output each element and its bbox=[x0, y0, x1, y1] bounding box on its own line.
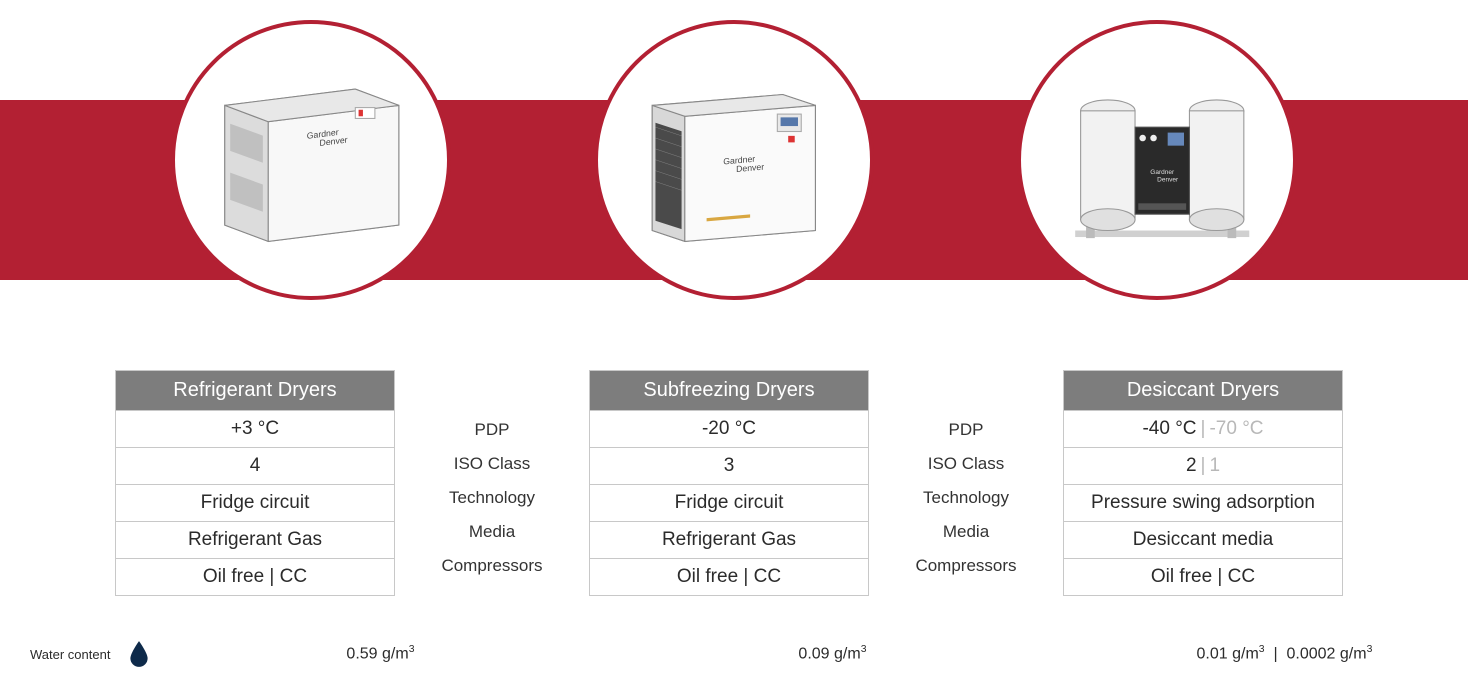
iso-main: 2 bbox=[1186, 455, 1197, 476]
column-refrigerant: Refrigerant Dryers +3 °C 4 Fridge circui… bbox=[115, 370, 395, 596]
cell-iso: 4 bbox=[116, 447, 394, 484]
refrigerant-dryer-icon: Gardner Denver bbox=[203, 51, 421, 269]
cell-media: Desiccant media bbox=[1064, 521, 1342, 558]
cell-comp: Oil free | CC bbox=[1064, 558, 1342, 595]
cell-iso: 2|1 bbox=[1064, 447, 1342, 484]
cell-pdp: -40 °C|-70 °C bbox=[1064, 410, 1342, 447]
water-value-desiccant: 0.01 g/m3 | 0.0002 g/m3 bbox=[1144, 644, 1424, 663]
separator: | bbox=[1197, 418, 1210, 439]
product-circle-subfreezing: Gardner Denver bbox=[594, 20, 874, 300]
water-value-subfreezing: 0.09 g/m3 bbox=[692, 644, 972, 663]
cell-tech: Fridge circuit bbox=[590, 484, 868, 521]
label-media: Media bbox=[891, 515, 1041, 549]
cell-comp: Oil free | CC bbox=[590, 558, 868, 595]
product-circles: Gardner Denver Gardner Denver bbox=[0, 20, 1468, 300]
column-desiccant: Desiccant Dryers -40 °C|-70 °C 2|1 Press… bbox=[1063, 370, 1343, 596]
svg-text:Gardner: Gardner bbox=[1150, 169, 1175, 176]
column-header: Desiccant Dryers bbox=[1064, 371, 1342, 410]
cell-tech: Pressure swing adsorption bbox=[1064, 484, 1342, 521]
cell-iso: 3 bbox=[590, 447, 868, 484]
label-pdp: PDP bbox=[891, 413, 1041, 447]
label-tech: Technology bbox=[417, 481, 567, 515]
water-content-row: Water content 0.59 g/m3 0.09 g/m3 0.01 g… bbox=[0, 640, 1468, 668]
column-subfreezing: Subfreezing Dryers -20 °C 3 Fridge circu… bbox=[589, 370, 869, 596]
label-comp: Compressors bbox=[891, 549, 1041, 583]
subfreezing-dryer-icon: Gardner Denver bbox=[625, 51, 843, 269]
cell-pdp: +3 °C bbox=[116, 410, 394, 447]
label-iso: ISO Class bbox=[891, 447, 1041, 481]
iso-alt: 1 bbox=[1209, 455, 1220, 476]
column-header: Refrigerant Dryers bbox=[116, 371, 394, 410]
cell-media: Refrigerant Gas bbox=[590, 521, 868, 558]
pdp-main: -40 °C bbox=[1142, 418, 1196, 439]
label-comp: Compressors bbox=[417, 549, 567, 583]
pdp-alt: -70 °C bbox=[1209, 418, 1263, 439]
row-labels: PDP ISO Class Technology Media Compresso… bbox=[417, 370, 567, 596]
comparison-table: Refrigerant Dryers +3 °C 4 Fridge circui… bbox=[115, 370, 1398, 596]
svg-text:Denver: Denver bbox=[1157, 177, 1179, 184]
label-media: Media bbox=[417, 515, 567, 549]
row-labels: PDP ISO Class Technology Media Compresso… bbox=[891, 370, 1041, 596]
water-content-label: Water content bbox=[30, 647, 110, 662]
product-circle-refrigerant: Gardner Denver bbox=[171, 20, 451, 300]
label-iso: ISO Class bbox=[417, 447, 567, 481]
label-tech: Technology bbox=[891, 481, 1041, 515]
column-header: Subfreezing Dryers bbox=[590, 371, 868, 410]
cell-comp: Oil free | CC bbox=[116, 558, 394, 595]
cell-media: Refrigerant Gas bbox=[116, 521, 394, 558]
water-value-refrigerant: 0.59 g/m3 bbox=[240, 644, 520, 663]
label-pdp: PDP bbox=[417, 413, 567, 447]
product-circle-desiccant: Gardner Denver bbox=[1017, 20, 1297, 300]
desiccant-dryer-icon: Gardner Denver bbox=[1048, 51, 1266, 269]
cell-tech: Fridge circuit bbox=[116, 484, 394, 521]
water-drop-icon bbox=[128, 640, 150, 668]
cell-pdp: -20 °C bbox=[590, 410, 868, 447]
separator: | bbox=[1197, 455, 1210, 476]
